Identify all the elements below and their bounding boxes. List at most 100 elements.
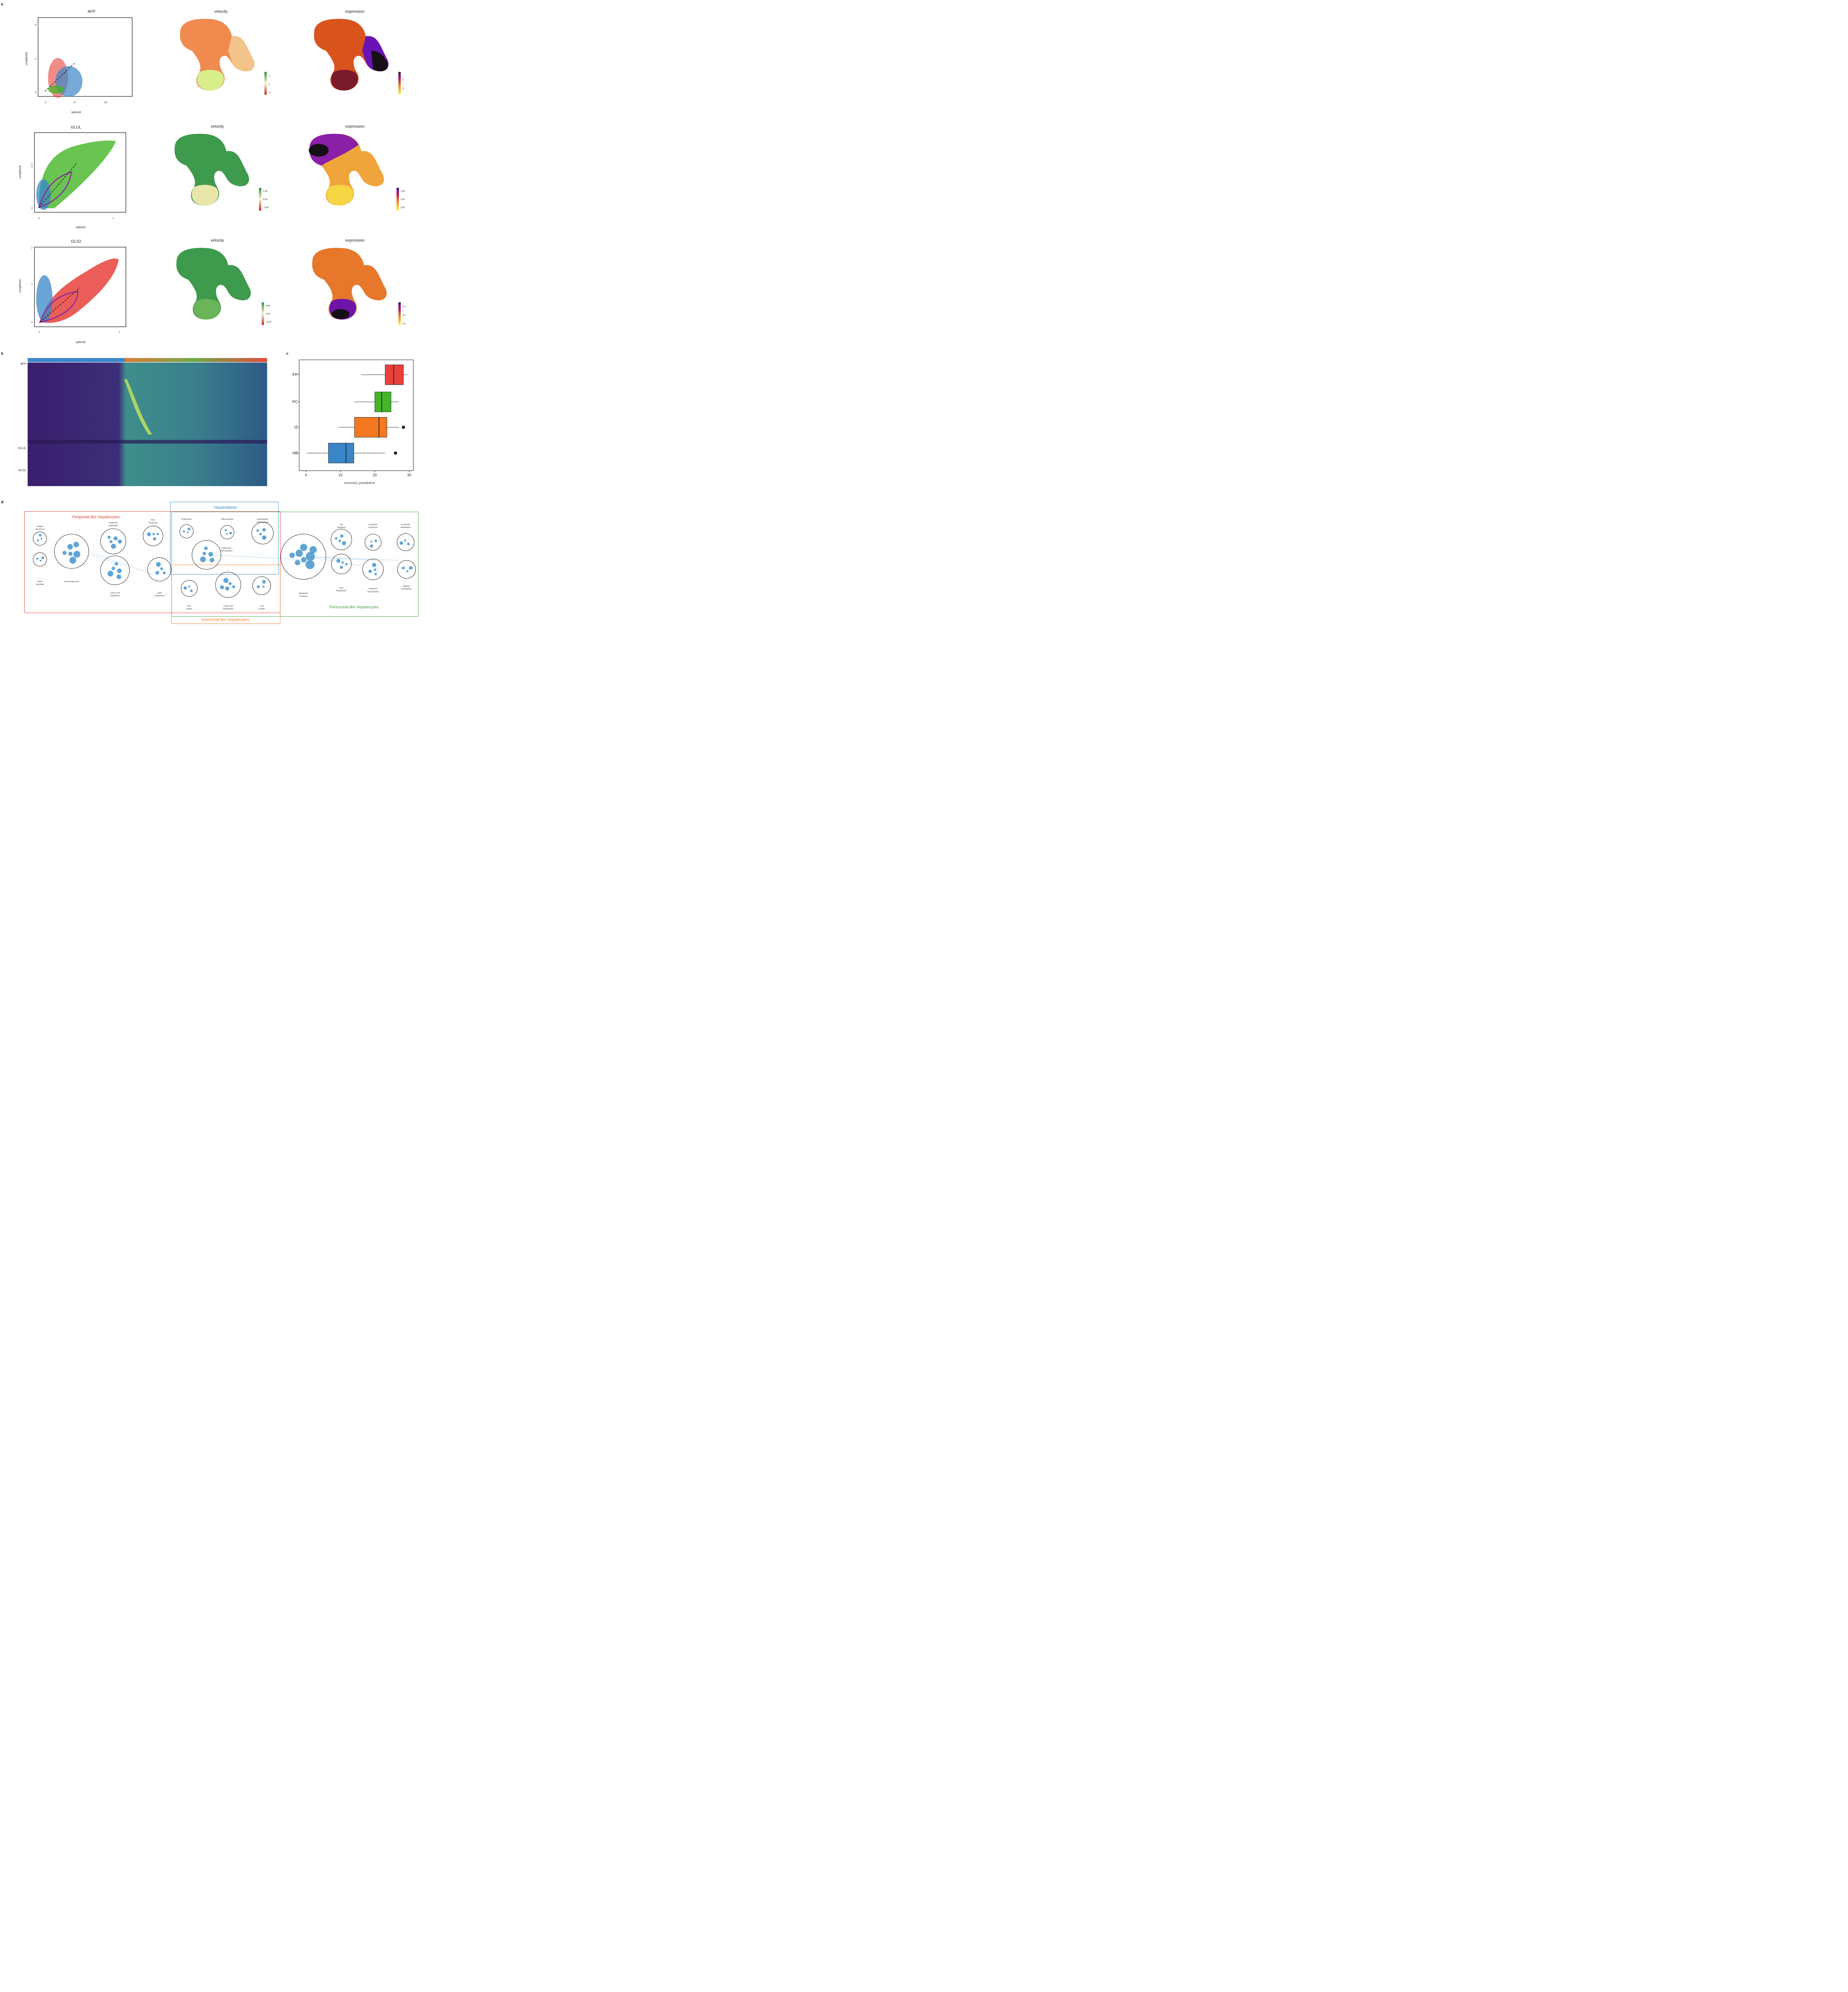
module-label: Lipid [157, 592, 162, 594]
panel-d-label: d [1, 500, 3, 504]
module-circle [220, 525, 234, 539]
ytick: 0 [35, 91, 36, 94]
ytick: 2 [31, 247, 33, 249]
gene-node [340, 534, 343, 538]
cells-green [39, 140, 116, 208]
gene-node [301, 557, 307, 563]
cells-green [48, 85, 65, 94]
module-label: Growth [259, 608, 265, 610]
module-label: Glutamine [109, 522, 118, 524]
x-axis-label: spliced [76, 225, 85, 229]
group-box-hepatoblasts [170, 502, 279, 575]
module-circle [215, 572, 241, 598]
gene-node [404, 539, 406, 541]
gene-node [342, 541, 346, 545]
gene-node [39, 533, 42, 537]
gene-node [306, 552, 315, 561]
module-label: Wnt [339, 523, 343, 526]
gene-node [111, 543, 116, 549]
gene-node [341, 561, 344, 564]
gene-node [208, 552, 213, 557]
heatmap-band [27, 440, 267, 444]
ytick: 1 [31, 165, 33, 168]
panel-a: AFP 0 3 6 0 8 16 spliced unspliced veloc… [18, 10, 405, 344]
gene-node [374, 568, 377, 571]
module-label: Repair [186, 608, 192, 610]
module-label: Biosynthesis [367, 590, 379, 593]
module-label: Amino acid [110, 592, 120, 594]
colorbar [396, 188, 399, 211]
gene-node [40, 537, 43, 540]
gene-node [223, 578, 229, 583]
box-pc [375, 392, 391, 412]
group-box-interzonal [171, 565, 281, 624]
xtick: 0 [38, 331, 40, 334]
colorbar-tick: −1 [269, 92, 271, 94]
gene-node [114, 536, 118, 541]
category-label: IZ [294, 425, 298, 430]
gene-node [62, 551, 67, 555]
gene-node [188, 585, 190, 588]
module-circle [100, 555, 130, 585]
gene-node [69, 557, 77, 564]
xtick: 8 [74, 101, 76, 104]
gene-node [107, 571, 114, 576]
y-axis-label: unspliced [18, 280, 22, 293]
gene-node [262, 580, 266, 584]
colorbar-tick: 0.30 [401, 190, 405, 193]
colorbar [264, 72, 267, 95]
gene-node [200, 556, 206, 563]
module-circle [54, 534, 89, 569]
gene-node [109, 540, 113, 543]
box-pp [385, 365, 404, 385]
gene-node [187, 527, 190, 531]
module-circle [192, 540, 221, 570]
colorbar-tick: 0.00 [266, 313, 270, 316]
y-axis-label: unspliced [18, 165, 22, 178]
heatmap-row-label: AFP [20, 362, 26, 366]
gene-node [114, 562, 118, 566]
gene-node [300, 543, 308, 551]
y-axis-label: unspliced [24, 52, 28, 65]
module-circle [397, 560, 416, 579]
gene-node [232, 585, 235, 588]
gene-node [374, 573, 377, 576]
module-label: Differentiation [221, 518, 233, 521]
module-circle [331, 554, 352, 574]
module-label: Cell [260, 605, 263, 607]
gene-node [372, 563, 377, 567]
module-label: Catabolism [110, 595, 120, 597]
heatmap-row-label: GLS2 [18, 469, 26, 472]
gene-node [155, 571, 159, 575]
gene-node [190, 589, 193, 592]
gene-node [338, 539, 341, 542]
xtick: 1 [119, 331, 120, 334]
module-label: DNA [187, 605, 192, 607]
umap-region [331, 70, 358, 91]
umap-region [371, 51, 388, 71]
umap-shape [176, 248, 251, 320]
panel-a-label: a [1, 2, 3, 7]
velocity-title: velocity [211, 124, 224, 129]
x-tick-label: 20 [373, 473, 377, 477]
ytick: 0 [31, 321, 33, 324]
gene-node [309, 546, 317, 553]
colorbar-tick: 0.0 [402, 323, 406, 325]
module-circle [179, 524, 194, 539]
gene-node [157, 533, 159, 535]
module-label: Xenobiotic [401, 523, 410, 526]
module-circle [100, 528, 126, 555]
gene-node [229, 531, 232, 535]
module-label: Differentiation [220, 550, 233, 552]
cells-red [41, 258, 119, 323]
gene-node [375, 539, 377, 542]
gene-node [210, 557, 214, 563]
box-hb [328, 443, 354, 463]
colorbar [261, 302, 264, 325]
module-circle [181, 580, 198, 597]
gene-node [152, 533, 155, 535]
colorbar-tick: 4 [402, 88, 404, 90]
gene-node [73, 541, 79, 547]
gene-node [68, 551, 73, 556]
box-iz [354, 417, 387, 437]
